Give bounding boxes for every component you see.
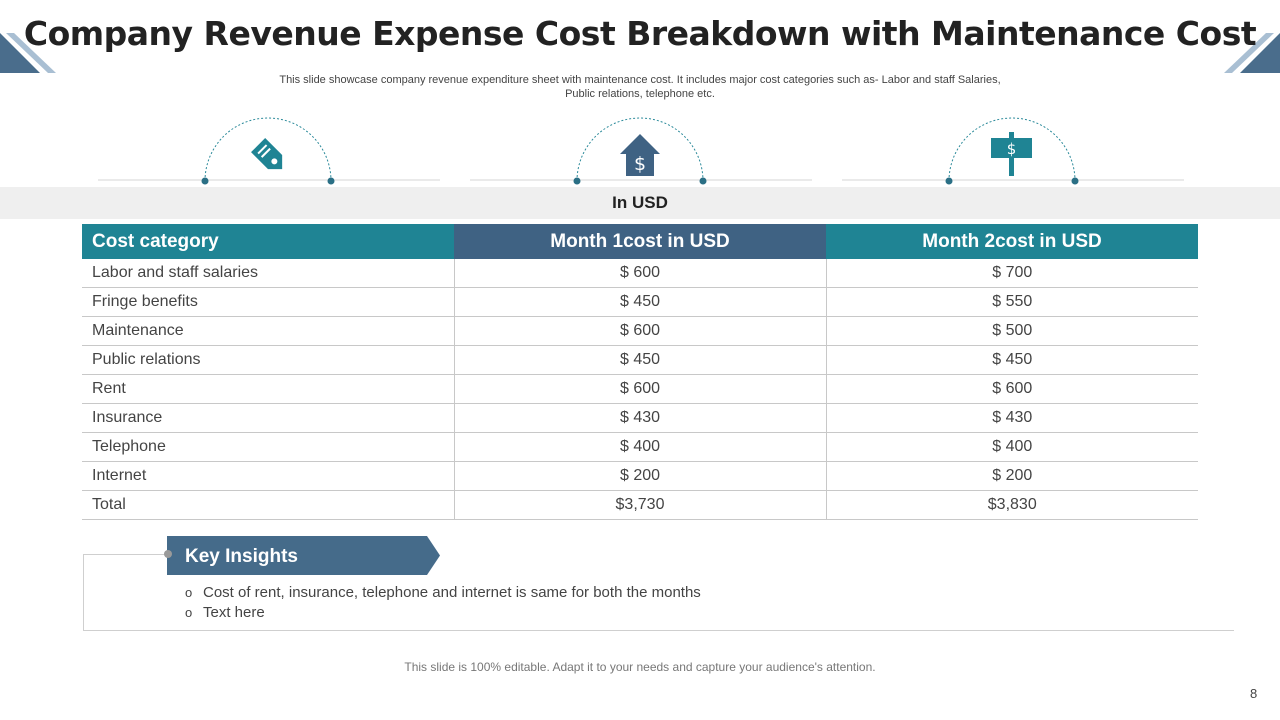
table-row: Insurance $ 430 $ 430 <box>82 403 1198 433</box>
insights-list: o Cost of rent, insurance, telephone and … <box>185 583 701 623</box>
header-cost-category: Cost category <box>82 224 454 259</box>
row-month-1: $ 600 <box>453 374 826 404</box>
insights-banner <box>167 536 440 575</box>
row-month-2: $ 200 <box>825 461 1198 491</box>
row-month-1: $3,730 <box>453 490 826 520</box>
list-item: o Cost of rent, insurance, telephone and … <box>185 584 701 601</box>
row-month-2: $ 600 <box>825 374 1198 404</box>
dollar-signpost-icon: $ <box>991 132 1032 176</box>
table-row: Public relations $ 450 $ 450 <box>82 345 1198 375</box>
row-category: Labor and staff salaries <box>82 259 454 288</box>
svg-text:$: $ <box>1007 140 1017 158</box>
row-category: Rent <box>82 374 454 404</box>
row-category: Internet <box>82 461 454 491</box>
price-tag-icon <box>251 138 283 170</box>
table-row: Labor and staff salaries $ 600 $ 700 <box>82 259 1198 288</box>
row-month-2: $ 450 <box>825 345 1198 375</box>
page-title: Company Revenue Expense Cost Breakdown w… <box>23 14 1257 53</box>
insights-heading: Key Insights <box>185 546 298 567</box>
row-month-2: $ 400 <box>825 432 1198 462</box>
page-subtitle: This slide showcase company revenue expe… <box>279 74 1001 100</box>
bullet-icon: o <box>185 605 193 620</box>
table-row: Fringe benefits $ 450 $ 550 <box>82 287 1198 317</box>
row-month-1: $ 430 <box>453 403 826 433</box>
footer-note: This slide is 100% editable. Adapt it to… <box>404 660 876 674</box>
row-month-2: $3,830 <box>825 490 1198 520</box>
insights-connector <box>83 554 167 555</box>
row-category: Total <box>82 490 454 520</box>
table-total-row: Total $3,730 $3,830 <box>82 490 1198 520</box>
svg-text:$: $ <box>634 153 646 175</box>
table-row: Telephone $ 400 $ 400 <box>82 432 1198 462</box>
currency-band: In USD <box>0 187 1280 219</box>
table-row: Maintenance $ 600 $ 500 <box>82 316 1198 346</box>
row-month-2: $ 500 <box>825 316 1198 346</box>
row-month-2: $ 700 <box>825 259 1198 288</box>
row-category: Public relations <box>82 345 454 375</box>
row-month-1: $ 450 <box>453 287 826 317</box>
row-category: Telephone <box>82 432 454 462</box>
row-month-1: $ 400 <box>453 432 826 462</box>
corner-decoration-left <box>0 33 56 73</box>
bullet-icon: o <box>185 585 193 600</box>
row-month-1: $ 600 <box>453 316 826 346</box>
row-month-1: $ 600 <box>453 259 826 288</box>
row-month-1: $ 200 <box>453 461 826 491</box>
list-item: o Text here <box>185 604 265 621</box>
icon-strip: $ $ <box>98 117 1184 185</box>
row-category: Maintenance <box>82 316 454 346</box>
header-month-1: Month 1cost in USD <box>454 224 826 259</box>
row-month-2: $ 550 <box>825 287 1198 317</box>
header-month-2: Month 2cost in USD <box>826 224 1198 259</box>
row-month-1: $ 450 <box>453 345 826 375</box>
row-category: Insurance <box>82 403 454 433</box>
table-header-row: Cost category Month 1cost in USD Month 2… <box>82 224 1198 259</box>
table-row: Internet $ 200 $ 200 <box>82 461 1198 491</box>
table-row: Rent $ 600 $ 600 <box>82 374 1198 404</box>
insights-dot <box>164 550 172 558</box>
page-number: 8 <box>1250 686 1258 701</box>
insights-box <box>83 554 1234 631</box>
house-dollar-icon: $ <box>620 134 660 176</box>
corner-decoration-right <box>1224 33 1280 73</box>
cost-table: Cost category Month 1cost in USD Month 2… <box>82 224 1198 520</box>
row-category: Fringe benefits <box>82 287 454 317</box>
row-month-2: $ 430 <box>825 403 1198 433</box>
